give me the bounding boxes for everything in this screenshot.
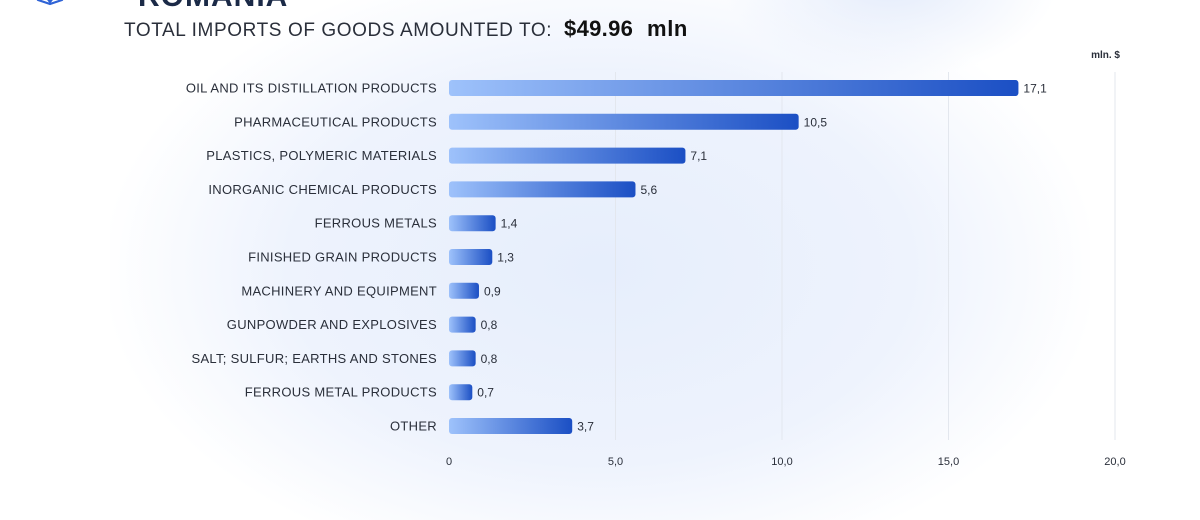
value-label: 1,4	[501, 217, 518, 231]
value-label: 0,8	[481, 352, 498, 366]
x-tick-label: 5,0	[608, 456, 623, 468]
bars	[449, 80, 1019, 434]
bar	[449, 181, 636, 198]
x-tick-label: 10,0	[771, 456, 792, 468]
subtitle-prefix: TOTAL IMPORTS OF GOODS AMOUNTED TO:	[124, 20, 553, 41]
x-axis-ticks: 0 5,0 10,0 15,0 20,0	[446, 456, 1126, 468]
value-label: 0,9	[484, 284, 501, 298]
bar	[449, 80, 1019, 96]
grid-lines	[615, 72, 1116, 440]
category-label: MACHINERY AND EQUIPMENT	[241, 283, 437, 298]
bar	[449, 418, 573, 434]
category-label: FINISHED GRAIN PRODUCTS	[248, 250, 437, 265]
category-labels: OIL AND ITS DISTILLATION PRODUCTS 17,1 PHA…	[186, 81, 1047, 434]
bar	[449, 249, 493, 265]
chart-subtitle: TOTAL IMPORTS OF GOODS AMOUNTED TO: $49.…	[124, 16, 688, 42]
total-amount: $49.96	[564, 16, 634, 41]
value-label: 17,1	[1023, 82, 1047, 96]
category-label: INORGANIC CHEMICAL PRODUCTS	[208, 182, 437, 197]
category-label: OTHER	[390, 419, 437, 434]
value-label: 5,6	[640, 183, 657, 197]
category-label: PLASTICS, POLYMERIC MATERIALS	[206, 148, 437, 163]
value-label: 7,1	[690, 149, 707, 163]
bar	[449, 384, 473, 401]
value-label: 1,3	[497, 251, 514, 265]
value-label: 0,8	[481, 318, 498, 332]
category-label: SALT; SULFUR; EARTHS AND STONES	[191, 351, 437, 366]
category-label: GUNPOWDER AND EXPLOSIVES	[227, 317, 437, 332]
bar	[449, 350, 476, 367]
unit-label: mln. $	[1091, 50, 1120, 61]
bar	[449, 113, 799, 130]
category-label: FERROUS METAL PRODUCTS	[245, 385, 437, 400]
x-tick-label: 0	[446, 456, 452, 468]
value-label: 0,7	[477, 386, 494, 400]
bar	[449, 147, 686, 164]
category-label: FERROUS METALS	[315, 216, 437, 231]
globe-icon	[36, 0, 64, 6]
value-label: 3,7	[577, 420, 594, 434]
bar	[449, 316, 476, 333]
category-label: PHARMACEUTICAL PRODUCTS	[234, 114, 437, 129]
bar	[449, 215, 496, 232]
bar-chart: mln. $ OIL AND ITS DISTILLATION PRODUCTS…	[186, 50, 1126, 468]
category-label: OIL AND ITS DISTILLATION PRODUCTS	[186, 81, 437, 96]
page-title: ROMANIA	[138, 0, 288, 14]
x-tick-label: 20,0	[1104, 456, 1125, 468]
value-label: 10,5	[804, 115, 828, 129]
x-tick-label: 15,0	[938, 456, 959, 468]
total-unit: mln	[647, 16, 688, 41]
bar	[449, 282, 479, 299]
